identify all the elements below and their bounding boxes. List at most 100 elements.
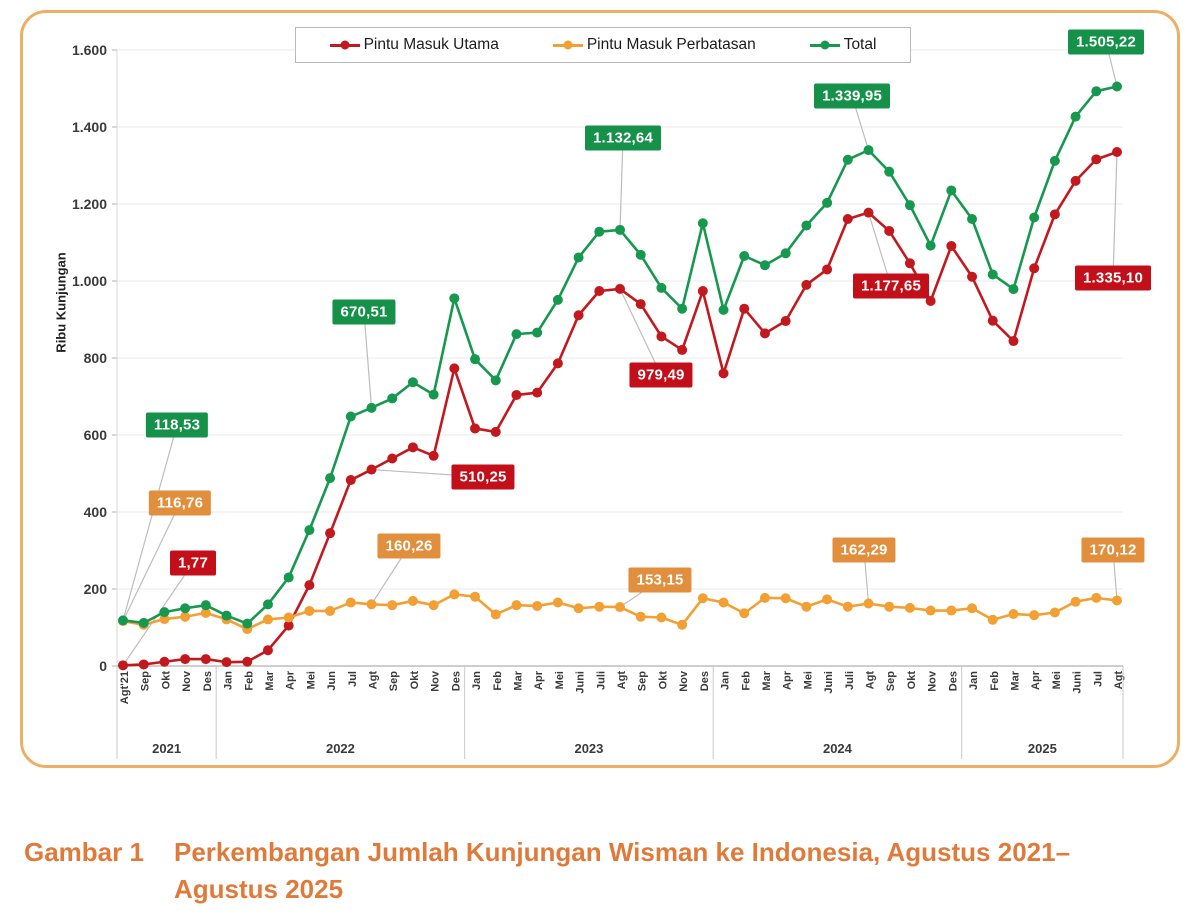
data-point (159, 656, 170, 667)
data-point (573, 252, 584, 263)
data-point (987, 315, 998, 326)
month-label: Mar (761, 670, 773, 690)
data-point (863, 598, 874, 609)
month-label: Sep (885, 671, 897, 691)
month-label: Jan (720, 671, 732, 690)
data-point (1112, 81, 1122, 92)
data-point (325, 473, 336, 484)
leader-line (122, 424, 178, 621)
data-point (967, 271, 978, 282)
data-point (490, 426, 501, 437)
data-point (1091, 86, 1102, 97)
data-point (635, 299, 646, 310)
month-label: Mar (1009, 670, 1021, 690)
data-point (739, 608, 750, 619)
data-point (470, 591, 481, 602)
data-point (780, 316, 791, 327)
month-label: Mei (1051, 671, 1063, 689)
month-label: Apr (285, 670, 297, 690)
month-label: Okt (160, 671, 172, 690)
data-point (262, 645, 273, 656)
month-label: Nov (181, 670, 193, 692)
month-label: Feb (492, 671, 504, 691)
y-tick-label: 1.200 (72, 196, 107, 212)
data-point (697, 286, 708, 297)
year-label: 2021 (152, 741, 181, 756)
data-point (304, 580, 315, 591)
data-point (366, 464, 377, 475)
data-point (387, 600, 398, 611)
month-label: Feb (740, 671, 752, 691)
data-point (925, 296, 936, 307)
data-point (946, 240, 957, 251)
data-point (1008, 609, 1019, 620)
data-point (283, 612, 294, 623)
data-point (615, 283, 625, 294)
data-point (987, 614, 998, 625)
data-label-perbatasan-agt-36: 162,29 (832, 537, 896, 563)
month-label: Apr (782, 670, 794, 690)
month-label: Mei (305, 671, 317, 689)
data-point (1070, 175, 1081, 186)
data-point (697, 593, 708, 604)
data-point (428, 389, 439, 400)
legend-item-total: Total (809, 36, 876, 54)
data-point (1029, 212, 1040, 223)
month-label: Sep (140, 671, 152, 691)
data-point (552, 358, 563, 369)
data-point (1091, 154, 1102, 165)
data-point (677, 303, 688, 314)
data-point (470, 423, 481, 434)
data-point (946, 605, 957, 616)
month-label: Sep (388, 671, 400, 691)
data-point (635, 611, 646, 622)
data-point (573, 310, 584, 321)
data-point (490, 609, 501, 620)
month-label: Okt (906, 671, 918, 690)
data-point (573, 603, 584, 614)
data-point (718, 368, 729, 379)
data-point (1112, 595, 1122, 606)
y-tick-label: 1.400 (72, 119, 107, 135)
month-label: Juli (595, 671, 607, 690)
data-point (138, 659, 149, 670)
data-point (262, 599, 273, 610)
month-label: Apr (533, 670, 545, 690)
month-label: Des (450, 671, 462, 691)
month-label: Jul (347, 671, 359, 687)
data-point (884, 166, 895, 177)
data-point (884, 601, 895, 612)
data-point (262, 614, 273, 625)
data-label-perbatasan-agt-12: 160,26 (377, 533, 441, 559)
data-point (925, 605, 936, 616)
data-point (677, 344, 688, 355)
data-point (159, 607, 170, 618)
data-point (200, 654, 211, 665)
utama-series-marker-icon (329, 43, 360, 47)
caption-line1: Perkembangan Jumlah Kunjungan Wisman ke … (174, 837, 1071, 867)
data-point (470, 354, 481, 365)
data-point (1029, 610, 1040, 621)
month-label: Agt (865, 671, 877, 690)
leader-line (619, 288, 662, 376)
caption-line2: Agustus 2025 (174, 874, 344, 904)
data-point (987, 269, 998, 280)
month-label: Okt (409, 671, 421, 690)
data-point (1008, 336, 1019, 347)
data-point (304, 605, 315, 616)
month-label: Juni (575, 671, 587, 694)
data-point (904, 200, 915, 211)
data-point (283, 572, 294, 583)
month-label: Nov (927, 670, 939, 692)
data-point (180, 603, 191, 614)
data-point (594, 286, 605, 297)
data-point (1112, 146, 1122, 157)
data-point (511, 329, 522, 340)
data-point (283, 620, 294, 631)
year-label: 2022 (326, 741, 355, 756)
data-label-utama-agt21-0: 1,77 (170, 550, 216, 576)
month-label: Okt (657, 671, 669, 690)
leader-line (122, 502, 181, 622)
month-label: Sep (637, 671, 649, 691)
